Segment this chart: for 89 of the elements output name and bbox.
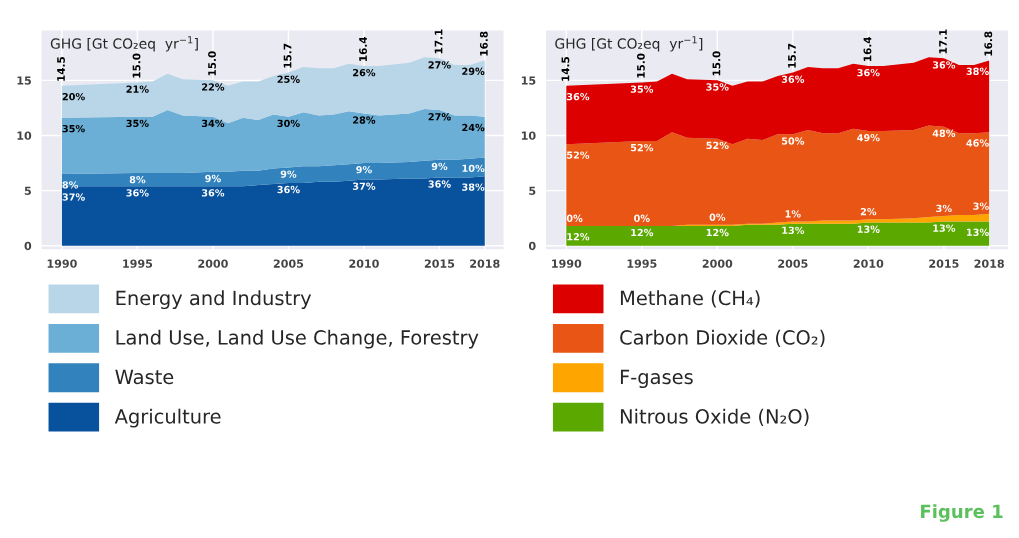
y-tick-label: 0 bbox=[24, 241, 32, 251]
annotation: 36% bbox=[428, 180, 451, 188]
x-tick-label: 2005 bbox=[273, 259, 304, 268]
y-tick-label: 15 bbox=[17, 76, 31, 85]
annotation: 29% bbox=[462, 67, 485, 75]
total-label: 15.0 bbox=[712, 51, 721, 76]
total-label: 15.0 bbox=[132, 53, 141, 78]
annotation: 9% bbox=[431, 162, 448, 171]
x-tick-label: 2018 bbox=[974, 259, 1004, 268]
legend-label: Waste bbox=[115, 369, 174, 385]
x-tick-label: 1990 bbox=[47, 259, 77, 268]
legend-label: Energy and Industry bbox=[116, 290, 312, 310]
annotation: 8% bbox=[62, 181, 79, 189]
total-label: 15.0 bbox=[636, 53, 645, 78]
annotation: 20% bbox=[62, 92, 85, 101]
annotation: 35% bbox=[630, 85, 654, 93]
annotation: 38% bbox=[966, 67, 989, 75]
y-tick-label: 10 bbox=[521, 131, 536, 140]
caption: Figure 1 bbox=[921, 504, 1003, 522]
annotation: 13% bbox=[782, 226, 805, 234]
annotation: 27% bbox=[428, 113, 451, 121]
x-tick-label: 2015 bbox=[929, 259, 959, 268]
total-label: 17.1 bbox=[434, 29, 443, 54]
annotation: 8% bbox=[129, 175, 146, 184]
legend-label: Nitrous Oxide (N₂O) bbox=[620, 408, 809, 427]
y-tick-label: 0 bbox=[528, 241, 536, 251]
annotation: 36% bbox=[932, 61, 956, 69]
total-label: 15.7 bbox=[283, 43, 292, 68]
total-label: 16.4 bbox=[863, 36, 872, 61]
annotation: 35% bbox=[706, 83, 729, 91]
annotation: 36% bbox=[201, 189, 225, 197]
annotation: 27% bbox=[428, 61, 451, 69]
annotation: 28% bbox=[353, 116, 376, 124]
total-label: 14.5 bbox=[561, 57, 570, 81]
annotation: 36% bbox=[857, 68, 880, 77]
x-tick-label: 1995 bbox=[627, 259, 657, 268]
annotation: 12% bbox=[567, 233, 590, 241]
x-tick-label: 2018 bbox=[470, 259, 500, 268]
annotation: 12% bbox=[706, 228, 729, 237]
annotation: 37% bbox=[62, 193, 85, 201]
legend-label: Land Use, Land Use Change, Forestry bbox=[116, 329, 479, 349]
annotation: 35% bbox=[126, 119, 149, 128]
y-axis-title: GHG [Gt CO₂eq yr$^{−1}$] bbox=[50, 36, 198, 52]
annotation: 9% bbox=[280, 170, 297, 178]
y-tick-label: 10 bbox=[17, 131, 32, 140]
annotation: 36% bbox=[277, 185, 300, 194]
x-tick-label: 2005 bbox=[778, 259, 808, 268]
x-tick-label: 2015 bbox=[424, 259, 455, 268]
annotation: 38% bbox=[462, 183, 485, 191]
y-axis-title: GHG [Gt CO₂eq yr$^{−1}$] bbox=[555, 36, 703, 52]
legend-label: Carbon Dioxide (CO₂) bbox=[620, 329, 825, 348]
annotation: 9% bbox=[356, 165, 372, 174]
legend-label: F-gases bbox=[620, 369, 693, 389]
y-tick-label: 5 bbox=[24, 186, 31, 195]
x-tick-label: 2010 bbox=[853, 259, 884, 268]
annotation: 26% bbox=[353, 68, 376, 77]
annotation: 9% bbox=[205, 174, 221, 183]
annotation: 13% bbox=[857, 225, 880, 233]
annotation: 13% bbox=[967, 228, 989, 236]
annotation: 10% bbox=[462, 164, 485, 172]
annotation: 25% bbox=[277, 75, 300, 83]
annotation: 12% bbox=[631, 228, 654, 237]
annotation: 37% bbox=[352, 182, 376, 190]
total-label: 17.1 bbox=[939, 29, 947, 54]
annotation: 36% bbox=[126, 189, 149, 197]
legend-label: Agriculture bbox=[114, 408, 221, 428]
total-label: 16.8 bbox=[479, 31, 488, 56]
total-label: 16.8 bbox=[984, 31, 993, 56]
x-tick-label: 2000 bbox=[198, 259, 228, 268]
annotation: 30% bbox=[277, 119, 300, 128]
total-label: 15.0 bbox=[208, 51, 216, 76]
annotation: 35% bbox=[62, 124, 85, 133]
y-tick-label: 15 bbox=[521, 76, 536, 85]
annotation: 24% bbox=[462, 123, 485, 132]
x-tick-label: 1990 bbox=[552, 259, 582, 268]
x-tick-label: 1995 bbox=[123, 259, 153, 268]
legend-label: Methane (CH₄) bbox=[620, 290, 760, 308]
annotation: 34% bbox=[201, 119, 225, 128]
annotation: 13% bbox=[933, 224, 956, 232]
x-tick-label: 2000 bbox=[702, 259, 733, 268]
total-label: 15.7 bbox=[788, 43, 796, 68]
annotation: 22% bbox=[202, 83, 225, 91]
x-tick-label: 2010 bbox=[349, 259, 379, 268]
annotation: 36% bbox=[781, 75, 805, 83]
total-label: 16.4 bbox=[359, 36, 367, 61]
total-label: 14.5 bbox=[57, 57, 65, 81]
y-tick-label: 5 bbox=[529, 186, 536, 195]
annotation: 21% bbox=[126, 85, 149, 93]
annotation: 36% bbox=[566, 92, 590, 101]
